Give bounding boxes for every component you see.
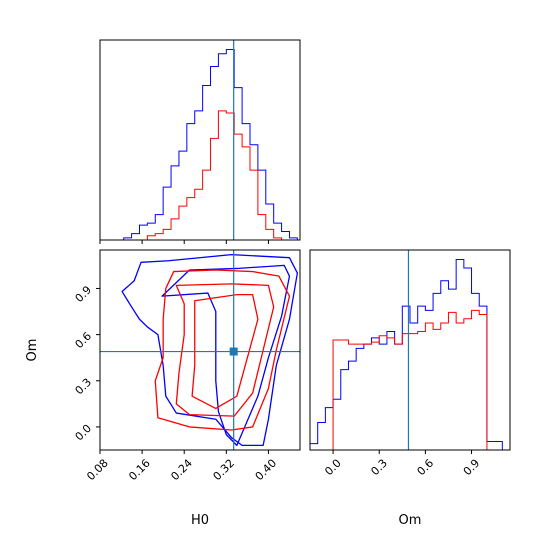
- h0-hist-series-2-step: [100, 110, 298, 240]
- om-hist-xtick-label: 0.6: [415, 457, 437, 479]
- truth-marker: [229, 347, 238, 356]
- contour-xtick-label: 0.40: [253, 457, 280, 484]
- om-vs-h0-panel: 0.08 0.16 0.24 0.32 0.40 0.0 0.3 0.6 0.9 H0 Om: [25, 249, 301, 528]
- om-hist-xtick-label: 0.0: [322, 457, 344, 479]
- om-hist-xtick-label: 0.3: [368, 457, 390, 479]
- contour-ytick-label: 0.0: [73, 422, 95, 444]
- om-hist-axis-label: Om: [399, 513, 422, 528]
- h0-marginal-panel: [99, 39, 301, 244]
- contour-xtick-label: 0.16: [126, 457, 153, 484]
- contour-xtick-label: 0.32: [211, 457, 238, 484]
- contour-frame: [99, 249, 301, 451]
- h0-axis-label: H0: [191, 513, 209, 528]
- om-marginal-panel: 0.0 0.3 0.6 0.9 Om: [309, 249, 511, 528]
- om-hist-frame: [309, 249, 511, 451]
- contour-ytick-label: 0.6: [73, 330, 95, 352]
- contour-series-2-level-1: [154, 269, 291, 431]
- h0-hist-frame: [99, 39, 301, 241]
- contour-xtick-label: 0.24: [168, 457, 195, 484]
- om-hist-series-1-step: [310, 259, 510, 450]
- contour-series-2-level-3: [191, 293, 259, 410]
- contour-series-1-level-1: [121, 253, 299, 447]
- contour-ytick-label: 0.9: [73, 283, 95, 305]
- om-hist-xtick-label: 0.9: [461, 457, 483, 479]
- om-axis-label: Om: [25, 339, 40, 362]
- contour-series-2-level-2: [175, 283, 275, 417]
- contour-ytick-label: 0.3: [73, 376, 95, 398]
- contour-series-1-level-2: [161, 264, 291, 447]
- om-hist-series-2-step: [310, 309, 510, 450]
- contour-xtick-label: 0.08: [84, 457, 111, 484]
- h0-hist-series-1-step: [100, 49, 298, 240]
